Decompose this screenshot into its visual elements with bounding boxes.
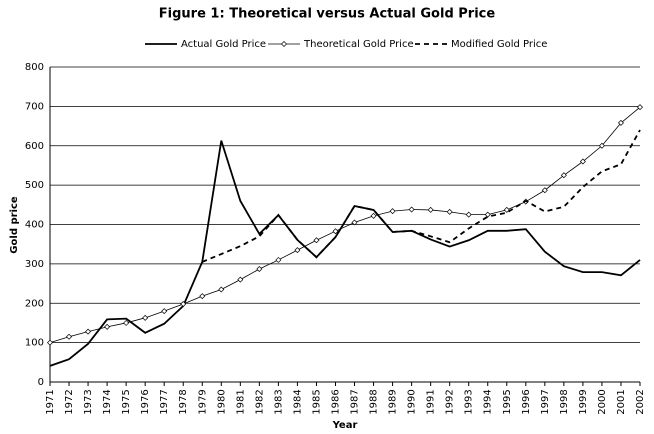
point-marker <box>142 314 149 321</box>
point-marker <box>123 319 130 326</box>
series-line <box>49 140 641 367</box>
point-marker <box>256 265 263 272</box>
point-marker <box>199 293 206 300</box>
x-tick-label: 1991 <box>426 389 437 414</box>
point-marker <box>180 301 187 308</box>
point-marker <box>104 323 111 330</box>
y-axis-title: Gold price <box>9 196 20 254</box>
x-tick-label: 1971 <box>45 389 56 414</box>
point-marker <box>617 119 624 126</box>
x-tick-label: 1984 <box>292 389 303 414</box>
legend-label: Theoretical Gold Price <box>303 39 414 50</box>
x-tick-label: 1978 <box>178 389 189 414</box>
y-tick-label: 600 <box>25 141 44 152</box>
x-tick-label: 2002 <box>635 389 646 414</box>
point-marker <box>598 142 605 149</box>
point-marker <box>427 206 434 213</box>
x-tick-label: 1995 <box>502 389 513 414</box>
point-marker <box>313 237 320 244</box>
x-tick-label: 1986 <box>330 389 341 414</box>
point-marker <box>66 333 73 340</box>
point-marker <box>332 228 339 235</box>
point-marker <box>389 208 396 215</box>
x-tick-label: 1987 <box>350 389 361 414</box>
x-tick-label: 1975 <box>121 389 132 414</box>
point-marker <box>370 212 377 219</box>
x-tick-label: 1998 <box>559 389 570 414</box>
series-line <box>201 129 641 263</box>
x-tick-label: 1981 <box>235 389 246 414</box>
point-marker <box>294 247 301 254</box>
x-tick-label: 1982 <box>254 389 265 414</box>
x-tick-label: 1993 <box>464 389 475 414</box>
y-tick-label: 0 <box>38 377 44 388</box>
point-marker <box>637 104 643 111</box>
point-marker <box>579 158 586 165</box>
point-marker <box>218 286 225 293</box>
x-tick-label: 1988 <box>369 389 380 414</box>
point-marker <box>484 211 491 218</box>
point-marker <box>161 308 168 315</box>
x-tick-label: 1976 <box>140 389 151 414</box>
x-tick-label: 1997 <box>540 389 551 414</box>
point-marker <box>47 339 53 346</box>
y-tick-label: 100 <box>25 338 44 349</box>
legend-label: Actual Gold Price <box>181 39 266 50</box>
y-tick-label: 800 <box>25 62 44 73</box>
x-tick-label: 1994 <box>483 389 494 414</box>
point-marker <box>560 172 567 179</box>
x-tick-label: 1980 <box>216 389 227 414</box>
x-tick-label: 1985 <box>311 389 322 414</box>
point-marker <box>85 328 92 335</box>
point-marker <box>503 206 510 213</box>
point-marker <box>408 206 415 213</box>
legend-label: Modified Gold Price <box>451 39 547 50</box>
x-tick-label: 1992 <box>445 389 456 414</box>
x-tick-label: 1974 <box>102 389 113 414</box>
x-tick-label: 1979 <box>197 389 208 414</box>
x-tick-label: 1999 <box>578 389 589 414</box>
x-tick-label: 1973 <box>83 389 94 414</box>
chart-title: Figure 1: Theoretical versus Actual Gold… <box>159 7 496 22</box>
point-marker <box>275 256 282 263</box>
point-marker <box>541 187 548 194</box>
x-tick-label: 1990 <box>407 389 418 414</box>
point-marker <box>351 219 358 226</box>
x-tick-label: 2001 <box>616 389 627 414</box>
point-marker <box>237 276 244 283</box>
x-axis-title: Year <box>332 420 358 431</box>
point-marker <box>465 211 472 218</box>
x-tick-label: 1972 <box>64 389 75 414</box>
x-tick-label: 1989 <box>388 389 399 414</box>
x-tick-label: 1983 <box>273 389 284 414</box>
point-marker <box>446 208 453 215</box>
y-tick-label: 300 <box>25 259 44 270</box>
x-tick-label: 1977 <box>159 389 170 414</box>
y-tick-label: 500 <box>25 180 44 191</box>
x-tick-label: 1996 <box>521 389 532 414</box>
x-tick-label: 2000 <box>597 389 608 414</box>
legend-marker <box>281 41 287 47</box>
series-line <box>49 106 641 344</box>
y-tick-label: 200 <box>25 298 44 309</box>
y-tick-label: 700 <box>25 101 44 112</box>
y-tick-label: 400 <box>25 220 44 231</box>
